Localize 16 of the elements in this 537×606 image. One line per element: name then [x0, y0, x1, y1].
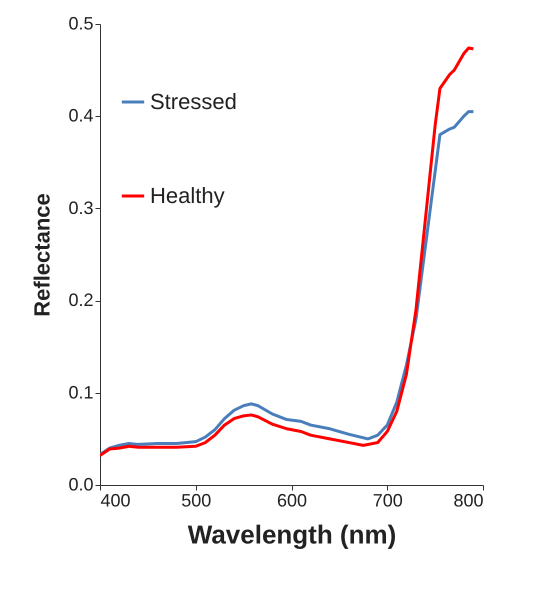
x-tick-label: 800 [453, 490, 484, 510]
x-tick-label: 700 [372, 490, 403, 510]
x-tick-label: 600 [276, 490, 308, 510]
y-tick-label: 0.3 [68, 198, 94, 218]
x-axis-title: Wavelength (nm) [188, 520, 396, 550]
y-tick-label: 0.4 [68, 106, 94, 126]
x-tick-label: 400 [100, 490, 131, 510]
y-tick-label: 0.0 [68, 474, 94, 494]
y-axis-title: Reflectance [29, 193, 54, 317]
line-series [100, 46, 475, 457]
legend-label: Stressed [150, 89, 237, 114]
x-tick-label: 500 [181, 490, 212, 510]
y-tick-label: 0.5 [68, 14, 94, 34]
y-tick-label: 0.2 [68, 290, 94, 310]
y-tick-label: 0.1 [68, 382, 94, 402]
legend-label: Healthy [150, 183, 225, 208]
